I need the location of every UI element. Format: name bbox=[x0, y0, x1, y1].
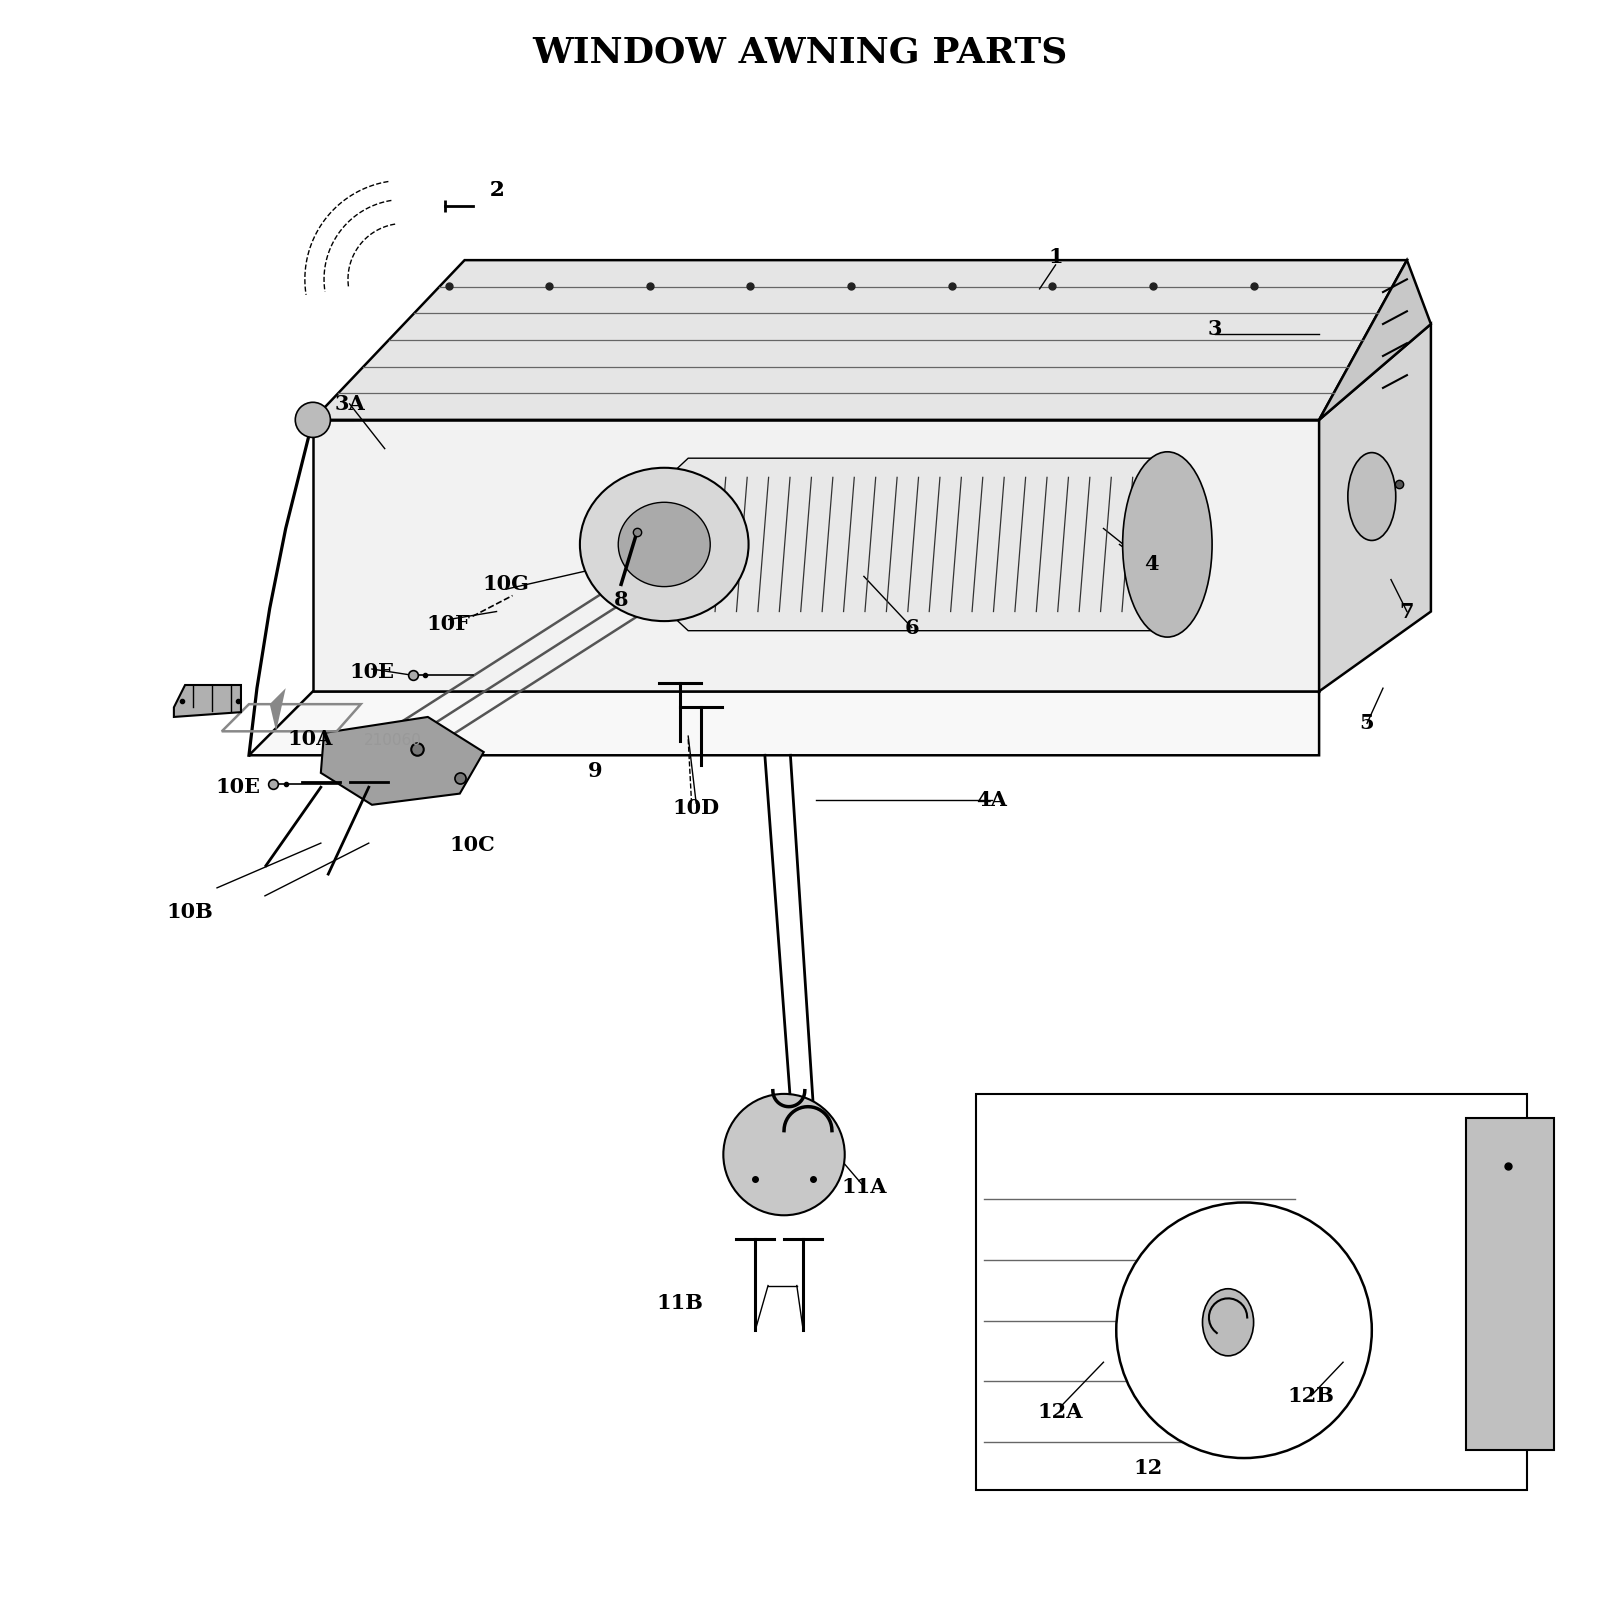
Text: 12: 12 bbox=[1133, 1458, 1163, 1478]
Polygon shape bbox=[1318, 261, 1430, 419]
Text: 4: 4 bbox=[1144, 554, 1158, 574]
Polygon shape bbox=[314, 419, 1318, 691]
Text: 1: 1 bbox=[1048, 246, 1062, 267]
Polygon shape bbox=[314, 261, 1406, 419]
Text: 5: 5 bbox=[1360, 714, 1374, 733]
Text: 10E: 10E bbox=[216, 778, 261, 797]
Ellipse shape bbox=[1123, 451, 1213, 637]
Text: 210060: 210060 bbox=[363, 733, 422, 749]
Text: 11B: 11B bbox=[656, 1293, 704, 1314]
Text: 6: 6 bbox=[904, 618, 918, 637]
Text: 10G: 10G bbox=[483, 574, 530, 594]
Bar bbox=[976, 1094, 1526, 1490]
Text: 4A: 4A bbox=[976, 790, 1006, 810]
Text: 10F: 10F bbox=[427, 614, 470, 634]
Polygon shape bbox=[322, 717, 483, 805]
Text: 11A: 11A bbox=[842, 1176, 886, 1197]
Text: 8: 8 bbox=[614, 590, 629, 610]
Text: 12B: 12B bbox=[1288, 1386, 1334, 1406]
Text: 12A: 12A bbox=[1037, 1402, 1083, 1422]
Polygon shape bbox=[1318, 325, 1430, 691]
Text: 9: 9 bbox=[589, 762, 603, 781]
Ellipse shape bbox=[296, 402, 331, 437]
Polygon shape bbox=[664, 458, 1168, 630]
Text: 3: 3 bbox=[1208, 318, 1222, 339]
Text: 10C: 10C bbox=[450, 835, 496, 854]
Text: 3A: 3A bbox=[334, 394, 365, 414]
Text: 2: 2 bbox=[490, 179, 504, 200]
Bar bbox=[1466, 1118, 1554, 1450]
Ellipse shape bbox=[579, 467, 749, 621]
Ellipse shape bbox=[1347, 453, 1395, 541]
Polygon shape bbox=[174, 685, 242, 717]
Circle shape bbox=[1117, 1203, 1371, 1458]
Text: 10D: 10D bbox=[672, 798, 720, 818]
Text: 10A: 10A bbox=[286, 730, 333, 749]
Circle shape bbox=[723, 1094, 845, 1216]
Polygon shape bbox=[270, 688, 286, 731]
Text: 7: 7 bbox=[1400, 602, 1414, 621]
Ellipse shape bbox=[618, 502, 710, 587]
Text: 2: 2 bbox=[490, 179, 504, 200]
Text: 10E: 10E bbox=[349, 662, 395, 682]
Ellipse shape bbox=[1203, 1288, 1254, 1355]
Polygon shape bbox=[250, 691, 1318, 755]
Text: 10B: 10B bbox=[166, 902, 213, 922]
Text: WINDOW AWNING PARTS: WINDOW AWNING PARTS bbox=[533, 35, 1067, 69]
